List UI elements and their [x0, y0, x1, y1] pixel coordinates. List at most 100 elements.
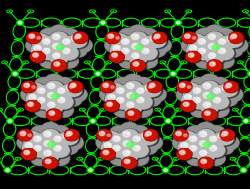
- Circle shape: [27, 33, 41, 43]
- Circle shape: [169, 71, 176, 77]
- Circle shape: [205, 32, 222, 45]
- Circle shape: [108, 103, 111, 105]
- Circle shape: [224, 132, 226, 134]
- Circle shape: [210, 95, 228, 109]
- Circle shape: [29, 94, 36, 100]
- Circle shape: [28, 134, 31, 136]
- Circle shape: [68, 82, 84, 94]
- Circle shape: [59, 54, 78, 68]
- Circle shape: [144, 134, 148, 136]
- Circle shape: [174, 20, 181, 26]
- Circle shape: [68, 34, 88, 49]
- Circle shape: [6, 169, 9, 171]
- Circle shape: [221, 131, 227, 136]
- Circle shape: [110, 86, 114, 88]
- Circle shape: [200, 74, 220, 90]
- Circle shape: [222, 81, 238, 93]
- Circle shape: [49, 50, 68, 65]
- Circle shape: [25, 100, 40, 112]
- Circle shape: [124, 91, 144, 106]
- Circle shape: [46, 151, 50, 153]
- Circle shape: [128, 32, 147, 46]
- Circle shape: [221, 85, 228, 91]
- Circle shape: [120, 129, 138, 143]
- Circle shape: [41, 154, 59, 167]
- Circle shape: [138, 131, 157, 145]
- Circle shape: [134, 95, 154, 110]
- Circle shape: [60, 29, 78, 42]
- Circle shape: [128, 57, 148, 72]
- Circle shape: [45, 49, 49, 51]
- Circle shape: [62, 39, 70, 44]
- Circle shape: [130, 152, 150, 167]
- Circle shape: [40, 54, 58, 68]
- Circle shape: [130, 152, 148, 165]
- Circle shape: [41, 139, 61, 154]
- Circle shape: [56, 44, 64, 50]
- Circle shape: [130, 134, 148, 147]
- Circle shape: [115, 37, 119, 39]
- Circle shape: [184, 34, 190, 38]
- Circle shape: [202, 132, 205, 135]
- Circle shape: [54, 77, 73, 92]
- Circle shape: [151, 84, 154, 86]
- Circle shape: [120, 139, 140, 154]
- Circle shape: [144, 40, 148, 42]
- Circle shape: [55, 86, 75, 101]
- Circle shape: [196, 153, 214, 168]
- Circle shape: [26, 32, 41, 43]
- Circle shape: [130, 143, 150, 159]
- Circle shape: [22, 141, 42, 156]
- Circle shape: [192, 37, 195, 39]
- Circle shape: [123, 100, 142, 114]
- Circle shape: [199, 105, 218, 120]
- Circle shape: [128, 32, 148, 47]
- Circle shape: [74, 37, 78, 39]
- Circle shape: [205, 57, 222, 70]
- Circle shape: [176, 88, 196, 103]
- Circle shape: [35, 95, 52, 109]
- Circle shape: [177, 131, 197, 146]
- Circle shape: [121, 157, 136, 169]
- Circle shape: [29, 85, 36, 91]
- Circle shape: [96, 136, 114, 149]
- Circle shape: [100, 88, 120, 103]
- Circle shape: [118, 29, 139, 44]
- Circle shape: [34, 85, 53, 100]
- Circle shape: [26, 93, 44, 106]
- Circle shape: [196, 139, 216, 154]
- Circle shape: [215, 141, 232, 154]
- Circle shape: [196, 154, 214, 167]
- Circle shape: [186, 95, 190, 98]
- Circle shape: [142, 129, 158, 141]
- Circle shape: [110, 34, 130, 49]
- Circle shape: [123, 81, 142, 95]
- Circle shape: [205, 26, 222, 39]
- Circle shape: [59, 36, 78, 51]
- Circle shape: [172, 136, 192, 151]
- Circle shape: [4, 168, 11, 173]
- Circle shape: [60, 37, 78, 50]
- Circle shape: [65, 49, 69, 51]
- Circle shape: [176, 21, 179, 24]
- Circle shape: [31, 134, 49, 147]
- Circle shape: [26, 83, 46, 98]
- Circle shape: [60, 89, 64, 91]
- Circle shape: [109, 43, 128, 57]
- Circle shape: [44, 81, 63, 95]
- Circle shape: [201, 109, 216, 120]
- Circle shape: [199, 74, 218, 88]
- Circle shape: [118, 46, 137, 60]
- Circle shape: [129, 134, 148, 148]
- Circle shape: [26, 38, 44, 53]
- Circle shape: [190, 53, 192, 56]
- Circle shape: [30, 103, 32, 105]
- Circle shape: [223, 82, 238, 94]
- Circle shape: [49, 41, 68, 55]
- Circle shape: [106, 143, 110, 146]
- Circle shape: [100, 148, 115, 160]
- Circle shape: [111, 53, 117, 57]
- Circle shape: [205, 57, 225, 72]
- Circle shape: [77, 35, 80, 37]
- Circle shape: [129, 93, 132, 96]
